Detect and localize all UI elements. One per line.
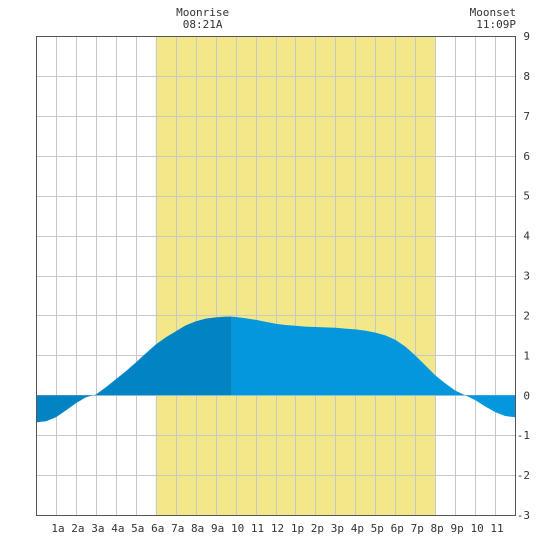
x-tick-label: 5p — [371, 522, 384, 535]
y-tick-label: 5 — [523, 190, 530, 203]
y-tick-label: 4 — [523, 230, 530, 243]
x-tick-label: 12 — [271, 522, 284, 535]
x-tick-label: 9a — [211, 522, 224, 535]
annotation-label: Moonrise — [176, 6, 229, 19]
x-tick-label: 6p — [391, 522, 404, 535]
tide-area-light — [231, 316, 515, 418]
x-tick-label: 10 — [231, 522, 244, 535]
plot-frame — [36, 36, 516, 516]
grid-layer — [36, 36, 515, 515]
x-tick-label: 8a — [191, 522, 204, 535]
x-tick-label: 10 — [470, 522, 483, 535]
y-tick-label: 3 — [523, 270, 530, 283]
x-tick-label: 3a — [91, 522, 104, 535]
y-tick-label: 9 — [523, 30, 530, 43]
x-tick-label: 4p — [351, 522, 364, 535]
annotation-time: 08:21A — [183, 18, 223, 31]
x-tick-label: 11 — [251, 522, 264, 535]
y-tick-label: 0 — [523, 389, 530, 402]
y-tick-labels: 9 8 7 6 5 4 3 2 1 0 -1 -2 -3 — [517, 30, 531, 522]
y-tick-label: -1 — [517, 429, 530, 442]
x-tick-label: 3p — [331, 522, 344, 535]
y-tick-label: 2 — [523, 309, 530, 322]
y-tick-label: 1 — [523, 349, 530, 362]
y-tick-label: 6 — [523, 150, 530, 163]
x-tick-label: 7a — [171, 522, 184, 535]
x-tick-label: 4a — [111, 522, 124, 535]
x-tick-label: 9p — [451, 522, 464, 535]
x-tick-label: 2a — [71, 522, 84, 535]
annotation-label: Moonset — [470, 6, 516, 19]
y-tick-label: -2 — [517, 469, 530, 482]
x-tick-label: 5a — [131, 522, 144, 535]
y-tick-label: 7 — [523, 110, 530, 123]
x-tick-label: 7p — [411, 522, 424, 535]
tide-area-dark — [36, 316, 232, 423]
tide-area-layer — [36, 316, 515, 423]
annotation-time: 11:09P — [476, 18, 516, 31]
x-tick-labels: 1a 2a 3a 4a 5a 6a 7a 8a 9a 10 11 12 1p 2p 3p 4p 5p 6p 7p 8p… — [51, 522, 503, 535]
x-tick-label: 8p — [431, 522, 444, 535]
y-tick-label: -3 — [517, 509, 530, 522]
x-tick-label: 11 — [490, 522, 503, 535]
y-tick-label: 8 — [523, 70, 530, 83]
x-tick-label: 6a — [151, 522, 164, 535]
x-tick-label: 2p — [311, 522, 324, 535]
x-tick-label: 1a — [51, 522, 64, 535]
x-tick-label: 1p — [291, 522, 304, 535]
